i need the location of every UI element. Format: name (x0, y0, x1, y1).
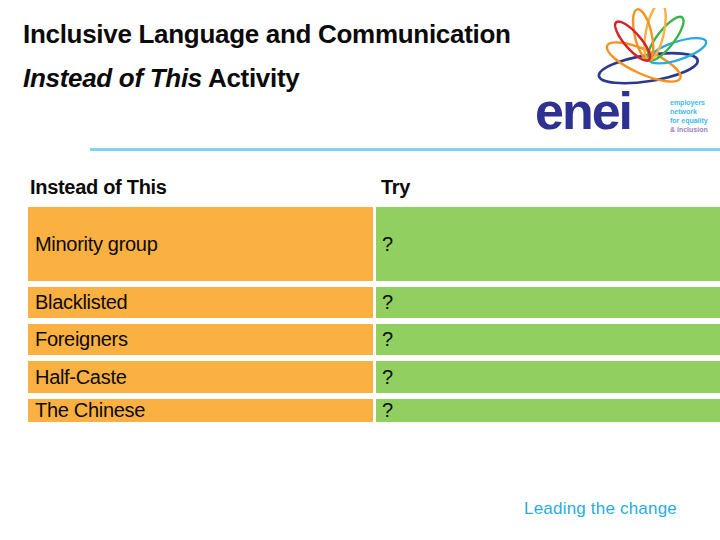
enei-tagline-line: network (670, 107, 708, 116)
page-subtitle: Instead of This Activity (23, 63, 563, 94)
subtitle-regular-text: Activity (202, 63, 299, 93)
divider-line (90, 148, 720, 151)
table-row: Blacklisted ? (28, 287, 720, 318)
enei-tagline: employers network for equality & inclusi… (670, 98, 708, 134)
cell-instead: The Chinese (28, 399, 373, 422)
vocab-table: Instead of This Try Minority group ? Bla… (28, 176, 720, 428)
enei-logo: enei employers network for equality & in… (533, 6, 720, 141)
enei-tagline-line: employers (670, 98, 708, 107)
cell-instead: Blacklisted (28, 287, 373, 318)
table-row: The Chinese ? (28, 399, 720, 422)
cell-try: ? (376, 207, 720, 281)
cell-try: ? (376, 324, 720, 355)
enei-tagline-line: for equality (670, 116, 708, 125)
table-header-row: Instead of This Try (28, 176, 720, 207)
table-row: Foreigners ? (28, 324, 720, 355)
header-cell-instead: Instead of This (28, 176, 376, 207)
enei-wordmark: enei (535, 85, 631, 137)
table-row: Half-Caste ? (28, 361, 720, 393)
cell-instead: Minority group (28, 207, 373, 281)
header-cell-try: Try (376, 176, 720, 207)
cell-try: ? (376, 287, 720, 318)
title-block: Inclusive Language and Communication Ins… (23, 18, 563, 94)
enei-tagline-line: & inclusion (670, 125, 708, 134)
cell-instead: Foreigners (28, 324, 373, 355)
presentation-slide: Inclusive Language and Communication Ins… (0, 0, 720, 540)
table-row: Minority group ? (28, 207, 720, 281)
subtitle-italic-text: Instead of This (23, 63, 202, 93)
footer-tagline: Leading the change (524, 499, 677, 519)
page-title: Inclusive Language and Communication (23, 18, 563, 51)
cell-try: ? (376, 399, 720, 422)
cell-try: ? (376, 361, 720, 393)
cell-instead: Half-Caste (28, 361, 373, 393)
